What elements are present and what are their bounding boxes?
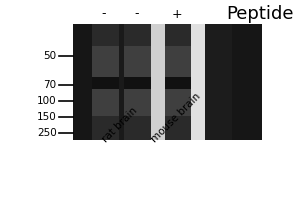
- FancyBboxPatch shape: [92, 46, 119, 116]
- FancyBboxPatch shape: [73, 24, 262, 140]
- Text: 50: 50: [44, 51, 57, 61]
- FancyBboxPatch shape: [73, 24, 92, 140]
- FancyBboxPatch shape: [124, 77, 151, 89]
- FancyBboxPatch shape: [232, 24, 262, 140]
- FancyBboxPatch shape: [124, 24, 151, 140]
- FancyBboxPatch shape: [119, 24, 124, 140]
- FancyBboxPatch shape: [124, 46, 151, 116]
- Text: 70: 70: [44, 80, 57, 90]
- FancyBboxPatch shape: [164, 77, 191, 89]
- FancyBboxPatch shape: [92, 77, 119, 89]
- Text: +: +: [171, 7, 182, 21]
- FancyBboxPatch shape: [164, 24, 191, 140]
- Text: 150: 150: [37, 112, 57, 122]
- FancyBboxPatch shape: [191, 24, 205, 140]
- FancyBboxPatch shape: [164, 46, 191, 116]
- Text: -: -: [102, 7, 106, 21]
- Text: -: -: [134, 7, 138, 21]
- Text: rat brain: rat brain: [101, 105, 140, 144]
- Text: 100: 100: [37, 96, 57, 106]
- Text: Peptide: Peptide: [226, 5, 294, 23]
- FancyBboxPatch shape: [92, 24, 119, 140]
- FancyBboxPatch shape: [151, 24, 164, 140]
- Text: 250: 250: [37, 128, 57, 138]
- Text: mouse brain: mouse brain: [149, 91, 203, 144]
- FancyBboxPatch shape: [205, 24, 232, 140]
